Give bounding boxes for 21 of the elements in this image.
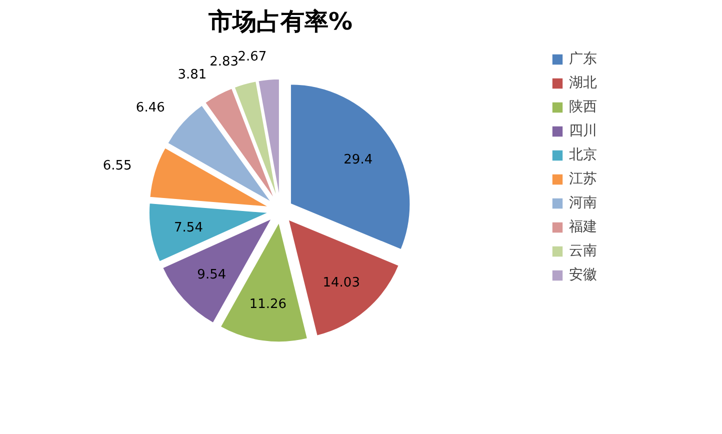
data-label: 3.81 (178, 68, 207, 83)
data-label: 2.83 (210, 54, 239, 70)
legend-label: 北京 (569, 146, 597, 164)
legend-label: 四川 (569, 122, 597, 140)
data-label: 7.54 (174, 220, 203, 236)
legend-label: 广东 (569, 50, 597, 68)
data-label: 14.03 (322, 275, 360, 290)
legend-label: 江苏 (569, 170, 597, 188)
legend-label: 福建 (569, 218, 597, 236)
legend-label: 云南 (569, 242, 597, 260)
legend-label: 湖北 (569, 74, 597, 92)
data-label: 6.46 (136, 100, 165, 116)
data-label: 9.54 (197, 268, 226, 283)
chart-title: 市场占有率% (207, 8, 353, 36)
data-label: 11.26 (249, 297, 287, 312)
legend-label: 陕西 (569, 98, 597, 116)
data-label: 29.4 (344, 152, 373, 168)
legend-label: 河南 (569, 194, 597, 212)
data-label: 6.55 (102, 158, 132, 174)
data-label: 2.67 (238, 49, 267, 64)
legend-label: 安徽 (569, 266, 597, 284)
